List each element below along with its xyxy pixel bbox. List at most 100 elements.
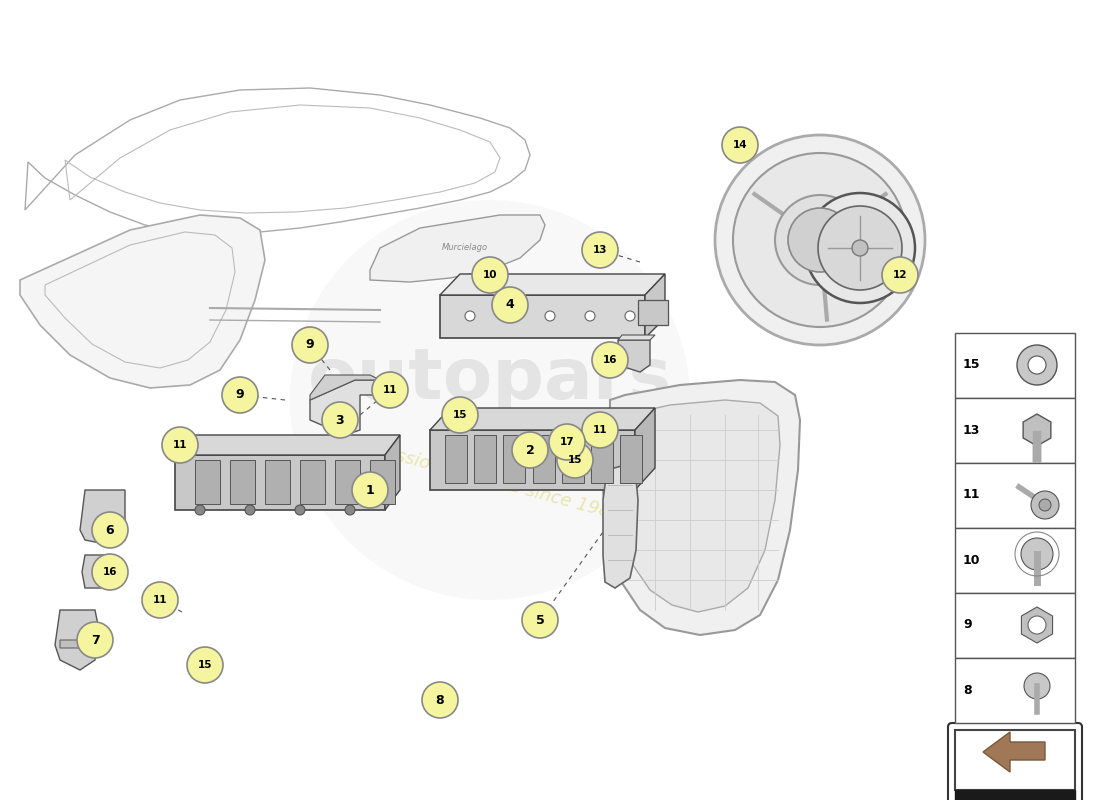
Bar	[955, 398, 1075, 463]
Bar	[955, 658, 1075, 723]
Circle shape	[187, 647, 223, 683]
Circle shape	[492, 287, 528, 323]
Circle shape	[722, 127, 758, 163]
Polygon shape	[1022, 607, 1053, 643]
Bar	[195, 460, 220, 504]
Polygon shape	[310, 375, 380, 400]
Text: 7: 7	[90, 634, 99, 646]
Text: 15: 15	[198, 660, 212, 670]
Circle shape	[522, 602, 558, 638]
Circle shape	[162, 427, 198, 463]
Bar	[955, 790, 1075, 800]
Circle shape	[245, 505, 255, 515]
Circle shape	[1021, 538, 1053, 570]
Circle shape	[1018, 345, 1057, 385]
Text: 4: 4	[506, 298, 515, 311]
Polygon shape	[175, 435, 400, 455]
Text: a passion for parts since 1985: a passion for parts since 1985	[356, 436, 624, 524]
Text: 5: 5	[536, 614, 544, 626]
Text: 11: 11	[153, 595, 167, 605]
Bar	[638, 300, 668, 325]
Circle shape	[195, 505, 205, 515]
Polygon shape	[55, 610, 100, 670]
Bar	[504, 435, 526, 483]
Circle shape	[1028, 356, 1046, 374]
Circle shape	[290, 200, 690, 600]
Text: 3: 3	[336, 414, 344, 426]
Polygon shape	[635, 408, 654, 490]
Circle shape	[92, 554, 128, 590]
Polygon shape	[310, 380, 380, 435]
Circle shape	[585, 311, 595, 321]
Text: 17: 17	[560, 437, 574, 447]
Circle shape	[352, 472, 388, 508]
Text: outopars: outopars	[308, 346, 672, 414]
Bar	[955, 730, 1075, 790]
Text: 14: 14	[733, 140, 747, 150]
Text: 8: 8	[962, 683, 971, 697]
Bar	[230, 460, 255, 504]
Text: 9: 9	[235, 389, 244, 402]
Polygon shape	[603, 465, 638, 588]
Bar	[955, 528, 1075, 593]
Polygon shape	[20, 215, 265, 388]
Circle shape	[465, 311, 475, 321]
Polygon shape	[440, 295, 645, 338]
Bar	[532, 435, 554, 483]
Circle shape	[372, 372, 408, 408]
Text: 10: 10	[962, 554, 980, 566]
Circle shape	[582, 232, 618, 268]
Circle shape	[1028, 616, 1046, 634]
Circle shape	[142, 582, 178, 618]
Bar	[562, 435, 584, 483]
Text: 11: 11	[962, 489, 980, 502]
Circle shape	[549, 424, 585, 460]
Circle shape	[222, 377, 258, 413]
Text: 11: 11	[383, 385, 397, 395]
Text: 13: 13	[593, 245, 607, 255]
Circle shape	[557, 442, 593, 478]
Bar	[300, 460, 324, 504]
Polygon shape	[618, 340, 650, 372]
Circle shape	[715, 135, 925, 345]
Polygon shape	[645, 274, 665, 338]
Circle shape	[805, 193, 915, 303]
Polygon shape	[80, 490, 125, 545]
Text: 9: 9	[306, 338, 315, 351]
Polygon shape	[430, 408, 654, 430]
Text: 9: 9	[962, 618, 971, 631]
Text: Murcielago: Murcielago	[442, 243, 488, 253]
Circle shape	[625, 311, 635, 321]
Text: 8: 8	[436, 694, 444, 706]
Circle shape	[1031, 491, 1059, 519]
Bar	[955, 593, 1075, 658]
Bar	[955, 463, 1075, 528]
Polygon shape	[175, 455, 385, 510]
Polygon shape	[983, 732, 1045, 772]
Text: 12: 12	[893, 270, 907, 280]
Text: 6: 6	[106, 523, 114, 537]
Bar	[620, 435, 642, 483]
Circle shape	[582, 412, 618, 448]
Circle shape	[818, 206, 902, 290]
Circle shape	[788, 208, 853, 272]
Polygon shape	[1023, 414, 1050, 446]
Bar	[955, 333, 1075, 398]
Bar	[591, 435, 613, 483]
Bar	[370, 460, 395, 504]
Polygon shape	[82, 555, 118, 588]
Circle shape	[292, 327, 328, 363]
Circle shape	[512, 432, 548, 468]
Circle shape	[295, 505, 305, 515]
Polygon shape	[430, 430, 635, 490]
Text: 2: 2	[526, 443, 535, 457]
Text: 13: 13	[962, 423, 980, 437]
Circle shape	[544, 311, 556, 321]
Bar	[265, 460, 290, 504]
Polygon shape	[385, 435, 400, 510]
Circle shape	[592, 342, 628, 378]
Polygon shape	[60, 640, 98, 648]
Circle shape	[882, 257, 918, 293]
Text: 11: 11	[593, 425, 607, 435]
Text: 16: 16	[102, 567, 118, 577]
